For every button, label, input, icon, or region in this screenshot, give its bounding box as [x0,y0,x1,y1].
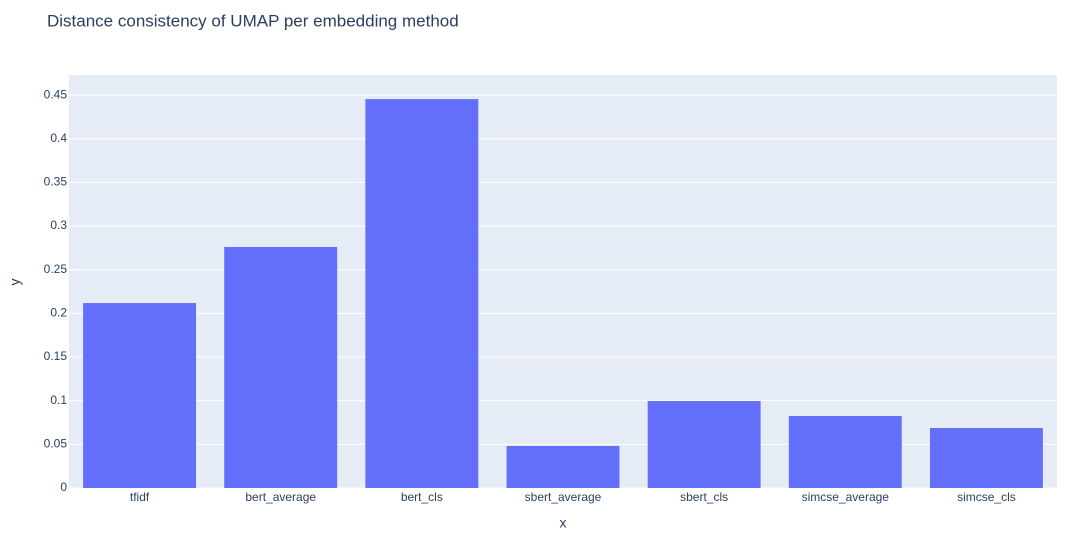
bar [224,247,338,488]
x-tick-label: simcse_average [802,490,890,504]
y-tick-label: 0 [60,480,67,494]
bar [365,99,479,489]
y-tick-label: 0.35 [44,175,68,189]
bar [83,303,197,488]
y-tick-label: 0.25 [44,262,68,276]
chart-title: Distance consistency of UMAP per embeddi… [47,11,459,30]
y-tick-label: 0.3 [50,218,67,232]
y-tick-label: 0.05 [44,437,68,451]
x-tick-label: tfidf [130,490,150,504]
x-tick-label: sbert_average [525,490,602,504]
plot-background [69,75,1057,488]
x-tick-label: bert_average [245,490,316,504]
bar [647,401,761,488]
y-axis-title: y [7,279,23,286]
x-tick-label: sbert_cls [680,490,728,504]
x-tick-label: bert_cls [401,490,443,504]
bar [506,446,620,488]
y-tick-label: 0.15 [44,349,68,363]
bar [929,428,1043,488]
x-tick-label: simcse_cls [957,490,1016,504]
y-tick-label: 0.2 [50,306,67,320]
y-tick-label: 0.1 [50,393,67,407]
y-tick-label: 0.4 [50,131,67,145]
x-axis-title: x [560,515,567,531]
y-tick-label: 0.45 [44,87,68,101]
bar [788,416,902,488]
